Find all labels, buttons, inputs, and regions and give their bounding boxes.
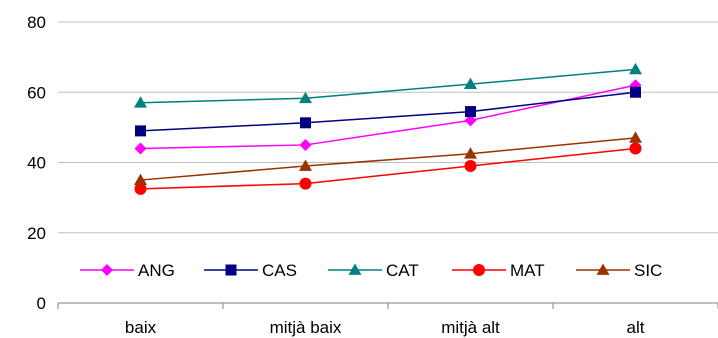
legend-item-sic: SIC xyxy=(576,261,662,280)
series-cat xyxy=(134,62,642,108)
data-point-sic xyxy=(464,147,477,159)
axes: 0 20 40 60 80 baix mitjà baix mitjà alt alt xyxy=(27,13,718,337)
x-tick-label: alt xyxy=(627,318,645,337)
data-point-cas xyxy=(630,86,641,98)
data-point-cas xyxy=(465,106,476,118)
data-point-sic xyxy=(134,173,147,185)
legend-marker-sic xyxy=(596,263,610,275)
x-tick-label: mitjà baix xyxy=(270,318,342,337)
series-lines xyxy=(134,62,642,195)
series-line-sic xyxy=(140,137,636,181)
data-point-ang xyxy=(464,114,477,127)
series-line-cas xyxy=(140,91,636,132)
legend-marker-cas xyxy=(225,264,237,276)
data-point-mat xyxy=(629,142,642,155)
data-point-cat xyxy=(464,77,477,90)
series-line-cat xyxy=(140,68,636,104)
series-sic xyxy=(134,131,642,185)
legend-item-cas: CAS xyxy=(204,261,297,280)
legend-marker-mat xyxy=(473,264,485,276)
data-point-cat xyxy=(299,91,312,104)
data-point-cat xyxy=(134,96,147,108)
legend-item-ang: ANG xyxy=(80,261,175,280)
legend-marker-ang xyxy=(101,264,113,276)
legend: ANG CAS CAT MAT SIC xyxy=(80,261,662,280)
data-point-mat xyxy=(299,177,312,190)
series-line-mat xyxy=(140,147,636,190)
data-point-cas xyxy=(135,125,146,137)
data-point-cat xyxy=(629,62,642,75)
data-point-sic xyxy=(629,131,642,143)
y-tick-label: 20 xyxy=(27,224,46,243)
data-point-sic xyxy=(299,159,312,171)
legend-label: CAS xyxy=(262,261,297,280)
data-point-mat xyxy=(464,160,477,173)
legend-item-cat: CAT xyxy=(328,261,419,280)
y-tick-label: 60 xyxy=(27,83,46,102)
y-tick-label: 80 xyxy=(27,13,46,32)
x-tick-label: mitjà alt xyxy=(441,318,500,337)
data-point-ang xyxy=(134,142,147,155)
legend-label: SIC xyxy=(634,261,662,280)
legend-item-mat: MAT xyxy=(452,261,545,280)
data-point-mat xyxy=(134,182,147,195)
series-cas xyxy=(135,86,641,137)
data-point-cas xyxy=(300,117,311,129)
y-tick-label: 0 xyxy=(37,294,46,313)
x-tick-label: baix xyxy=(125,318,157,337)
series-mat xyxy=(134,142,642,195)
legend-label: CAT xyxy=(386,261,419,280)
y-tick-label: 40 xyxy=(27,154,46,173)
series-line-ang xyxy=(140,84,636,150)
legend-marker-cat xyxy=(348,263,362,275)
legend-label: MAT xyxy=(510,261,545,280)
legend-label: ANG xyxy=(138,261,175,280)
data-point-ang xyxy=(299,138,312,151)
gridlines xyxy=(58,21,718,234)
